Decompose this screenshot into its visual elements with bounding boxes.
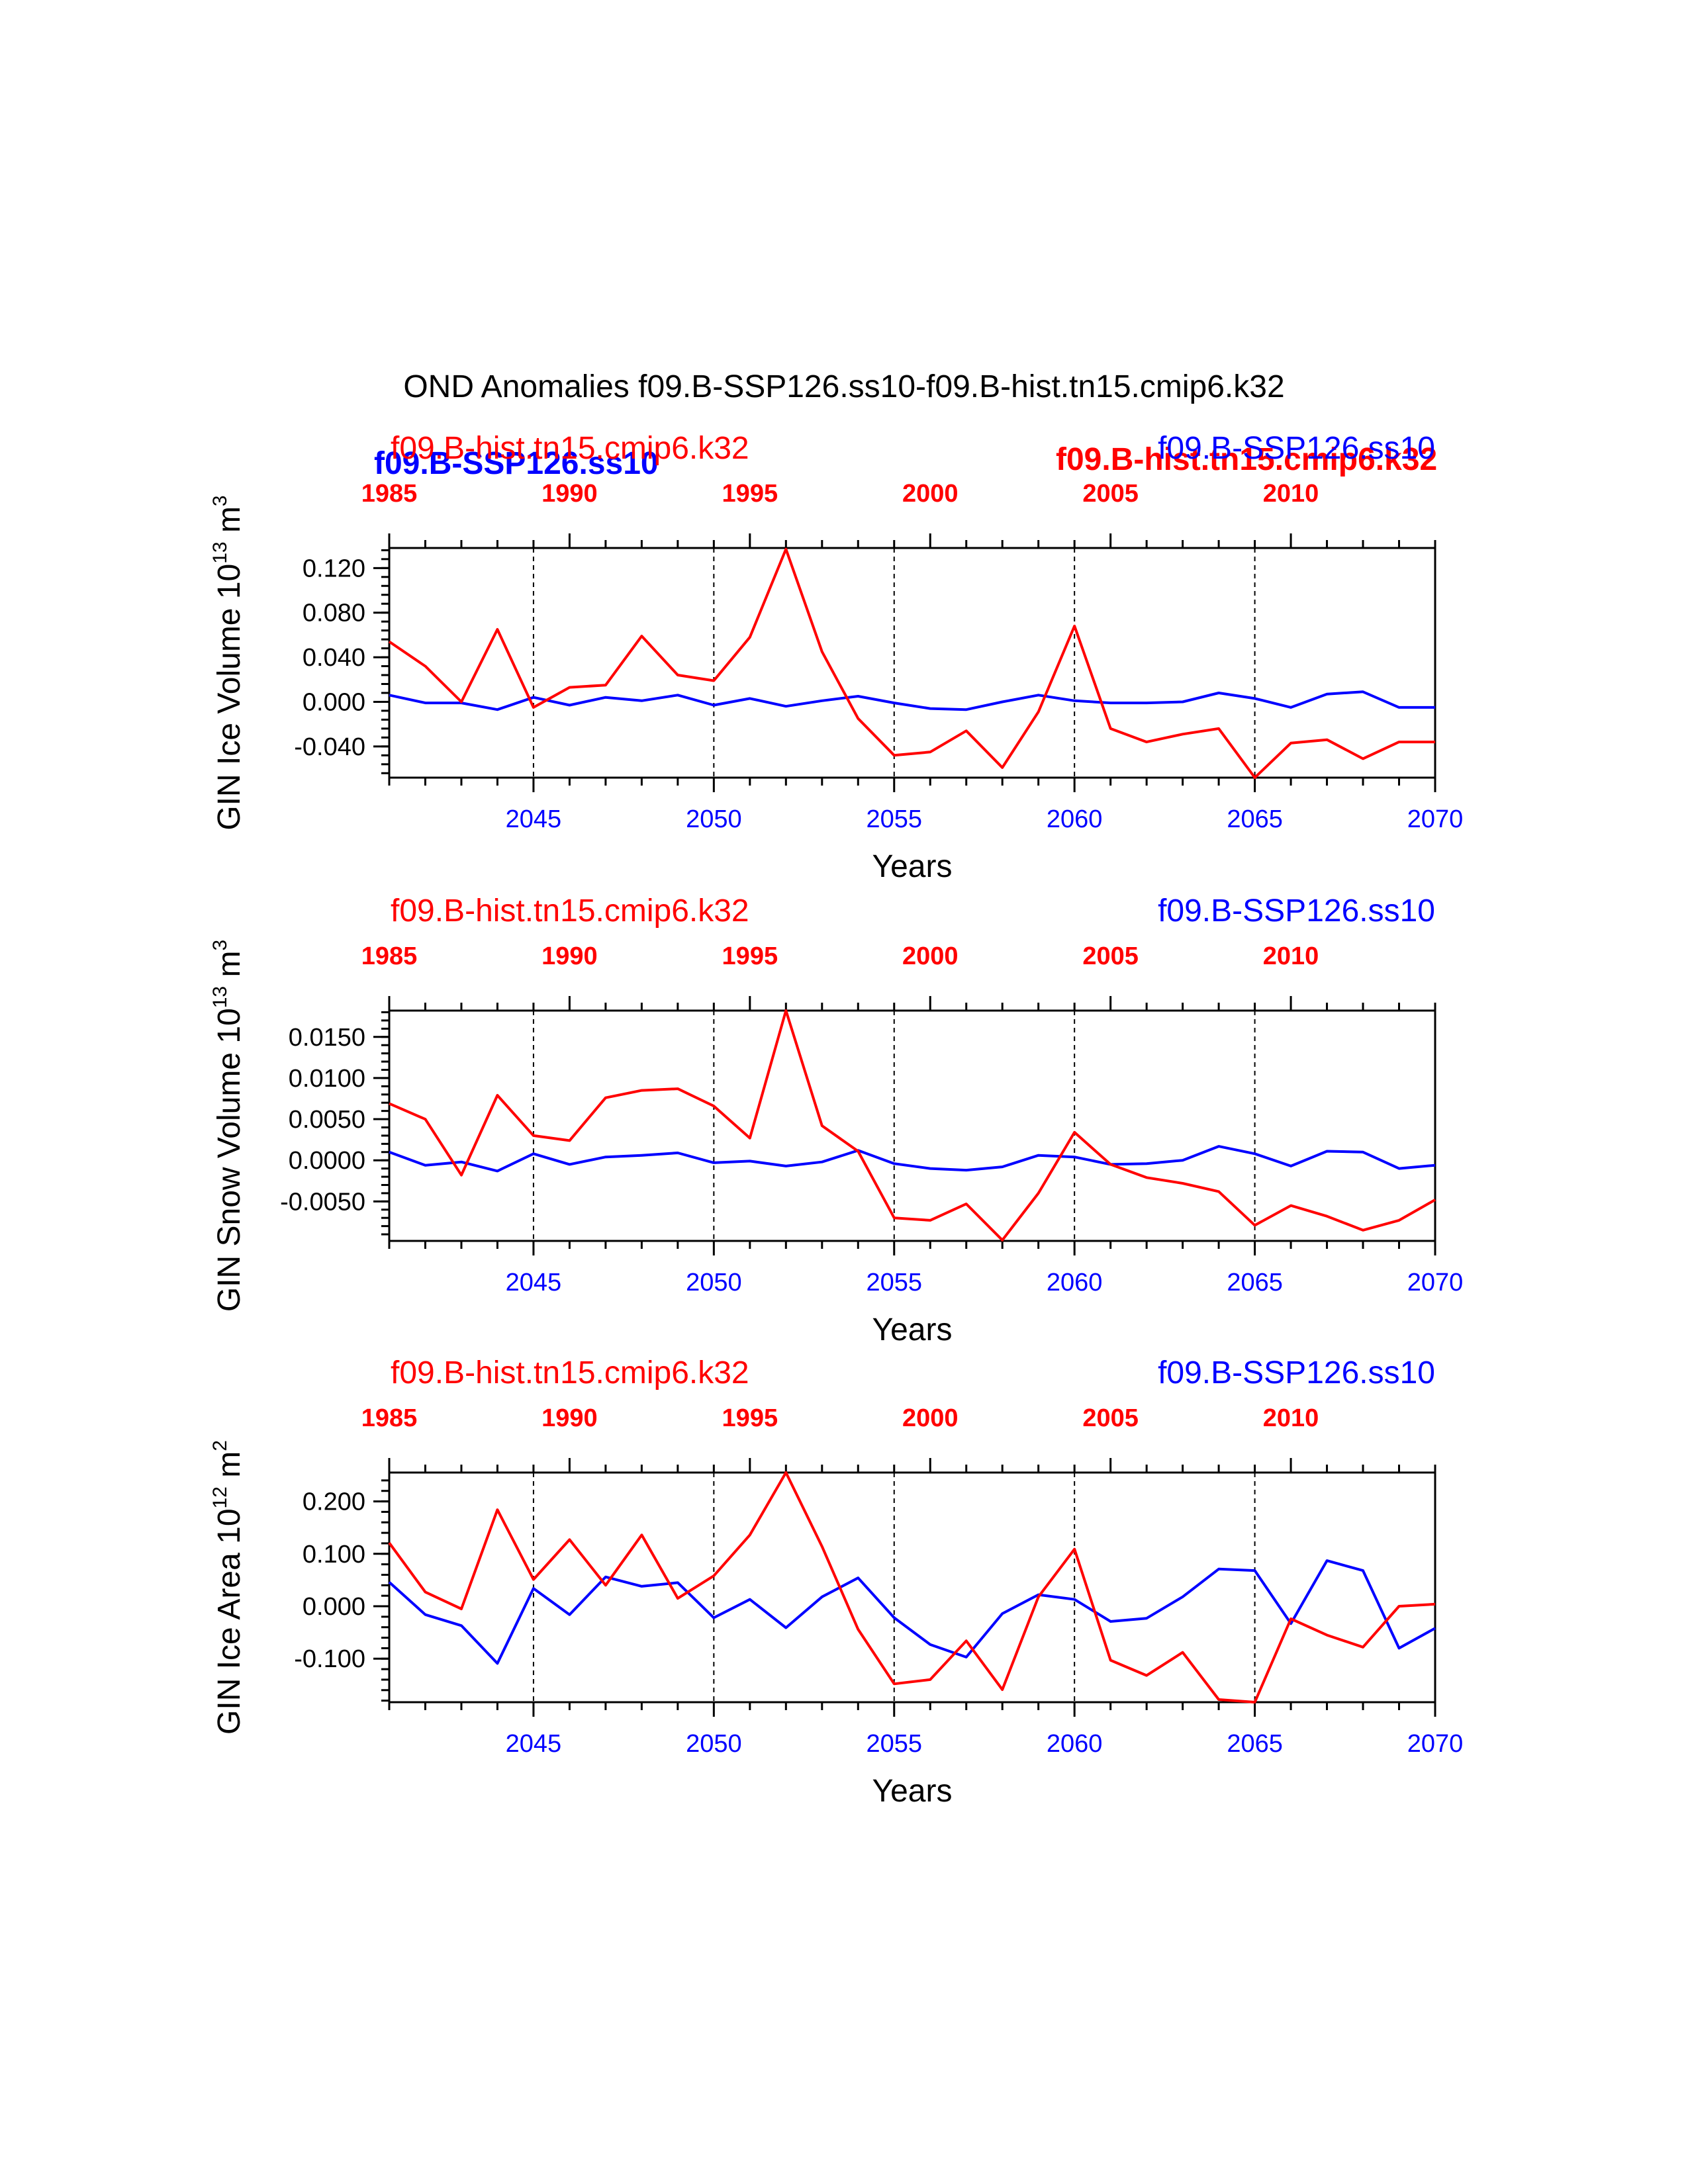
x-top-tick-label: 2005 — [1082, 942, 1139, 970]
y-tick-label: 0.0000 — [289, 1147, 365, 1175]
x-top-tick-label: 1985 — [361, 480, 418, 508]
x-top-tick-label: 2010 — [1263, 480, 1319, 508]
chart-panel-1: 2045 2050 2055 2060 2065 2070 1985 1990 1995 2000… — [209, 431, 1463, 884]
x-tick-label: 2050 — [686, 1730, 742, 1758]
x-tick-label: 2070 — [1407, 1730, 1464, 1758]
panel-label-hist: f09.B-hist.tn15.cmip6.k32 — [391, 1355, 749, 1390]
x-tick-label: 2045 — [506, 805, 562, 833]
y-tick-label: 0.000 — [303, 688, 365, 716]
overlay-label-blue: f09.B-SSP126.ss10 — [374, 446, 659, 481]
x-top-tick-label: 1995 — [722, 1404, 778, 1432]
x-top-tick-label: 1990 — [541, 480, 598, 508]
y-tick-label: -0.040 — [294, 733, 365, 761]
x-top-tick-label: 1985 — [361, 1404, 418, 1432]
x-tick-label: 2055 — [866, 805, 922, 833]
panel-label-hist: f09.B-hist.tn15.cmip6.k32 — [391, 431, 749, 466]
panel-label-ssp: f09.B-SSP126.ss10 — [1158, 1355, 1435, 1390]
x-tick-label: 2070 — [1407, 1269, 1464, 1297]
y-tick-label: 0.000 — [303, 1593, 365, 1621]
x-tick-label: 2050 — [686, 1269, 742, 1297]
x-axis-label: Years — [872, 1774, 953, 1809]
y-axis-label: GIN Snow Volume 1013 m3 — [209, 940, 247, 1312]
plot-frame — [388, 547, 1436, 779]
plot-frame — [388, 1009, 1436, 1242]
overlay-label-red: f09.B-hist.tn15.cmip6.k32 — [1056, 442, 1437, 477]
panel-label-ssp: f09.B-SSP126.ss10 — [1158, 893, 1435, 929]
x-axis-label: Years — [872, 1312, 953, 1347]
x-tick-label: 2065 — [1227, 1269, 1283, 1297]
y-tick-label: 0.120 — [303, 555, 365, 582]
chart-panel-2: 2045 2050 2055 2060 2065 2070 1985 1990 1995 2000… — [209, 893, 1463, 1347]
y-tick-label: -0.100 — [294, 1645, 365, 1673]
plot-frame — [388, 1471, 1436, 1704]
x-tick-label: 2060 — [1047, 805, 1103, 833]
x-tick-label: 2055 — [866, 1269, 922, 1297]
series-line-ssp — [388, 1559, 1436, 1665]
x-tick-label: 2065 — [1227, 805, 1283, 833]
series-line-ssp — [389, 690, 1435, 711]
x-top-tick-label: 2010 — [1263, 1404, 1319, 1432]
x-top-tick-label: 2000 — [902, 942, 959, 970]
x-tick-label: 2045 — [506, 1269, 562, 1297]
y-tick-label: -0.0050 — [280, 1188, 365, 1216]
x-tick-label: 2045 — [506, 1730, 562, 1758]
x-tick-label: 2055 — [866, 1730, 922, 1758]
panel-label-ssp: f09.B-SSP126.ss10 — [1158, 431, 1435, 466]
x-tick-label: 2050 — [686, 805, 742, 833]
y-tick-label: 0.0150 — [289, 1024, 365, 1052]
x-tick-label: 2060 — [1047, 1269, 1103, 1297]
series-line-hist — [389, 1009, 1436, 1242]
chart-panel-3: 2045 2050 2055 2060 2065 2070 1985 1990 1995 2000… — [209, 1355, 1463, 1809]
x-top-tick-label: 1995 — [722, 480, 778, 508]
x-top-tick-label: 1995 — [722, 942, 778, 970]
x-top-tick-label: 2000 — [902, 480, 959, 508]
y-tick-label: 0.040 — [303, 644, 365, 672]
y-tick-label: 0.0100 — [289, 1065, 365, 1093]
x-top-tick-label: 2000 — [902, 1404, 959, 1432]
x-top-tick-label: 1990 — [541, 1404, 598, 1432]
x-axis-label: Years — [872, 849, 953, 884]
figure-title: OND Anomalies f09.B-SSP126.ss10-f09.B-hi… — [403, 369, 1284, 404]
x-top-tick-label: 1990 — [541, 942, 598, 970]
x-top-tick-label: 2005 — [1082, 1404, 1139, 1432]
y-tick-label: 0.100 — [303, 1541, 365, 1569]
y-axis-label: GIN Ice Volume 1013 m3 — [209, 495, 247, 830]
y-axis-label: GIN Ice Area 1012 m2 — [209, 1440, 247, 1735]
y-tick-label: 0.080 — [303, 600, 365, 627]
series-line-ssp — [389, 1145, 1436, 1173]
series-line-hist — [388, 1471, 1436, 1704]
panels: 2045 2050 2055 2060 2065 2070 1985 1990 1995 2000… — [209, 431, 1463, 1809]
x-top-tick-label: 2005 — [1082, 480, 1139, 508]
x-tick-label: 2065 — [1227, 1730, 1283, 1758]
x-tick-label: 2060 — [1047, 1730, 1103, 1758]
y-tick-label: 0.200 — [303, 1488, 365, 1516]
x-top-tick-label: 1985 — [361, 942, 418, 970]
panel-label-hist: f09.B-hist.tn15.cmip6.k32 — [391, 893, 749, 929]
x-top-tick-label: 2010 — [1263, 942, 1319, 970]
y-tick-label: 0.0050 — [289, 1106, 365, 1134]
x-tick-label: 2070 — [1407, 805, 1464, 833]
series-line-hist — [388, 547, 1435, 779]
